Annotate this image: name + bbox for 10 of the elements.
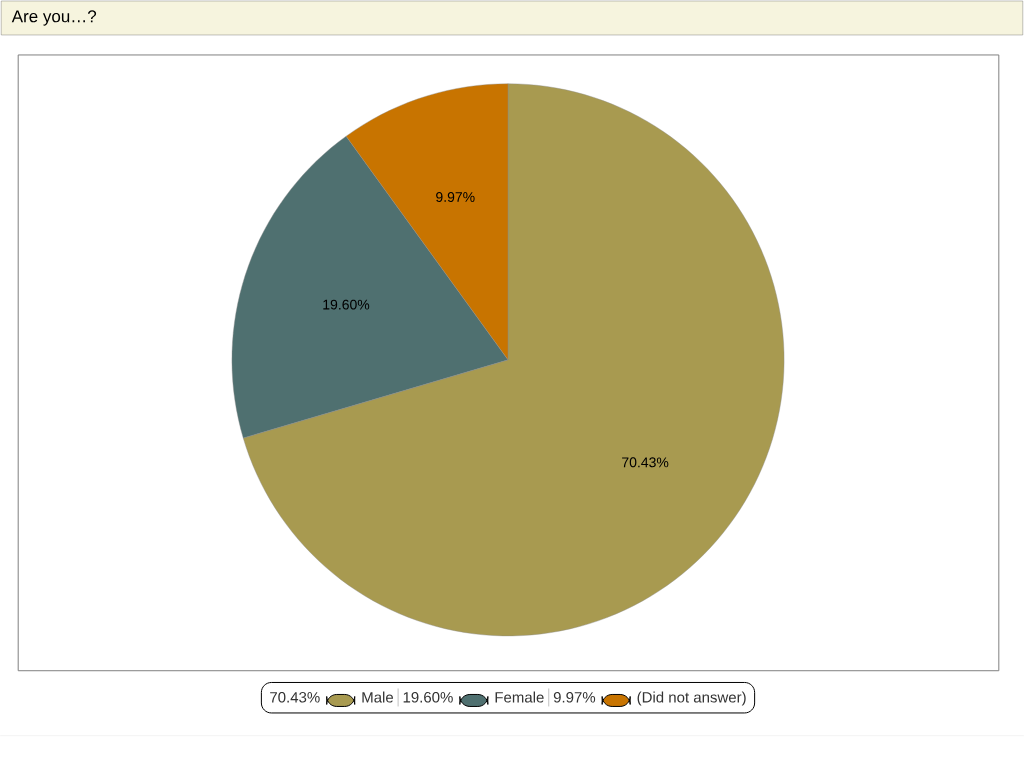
text: 70.43% <box>270 692 320 703</box>
text: 19.60% <box>403 692 453 703</box>
data-label: 19.60% <box>323 299 370 310</box>
data-label: 70.43% <box>622 457 669 468</box>
text: 9.97% <box>553 692 596 703</box>
legend-label: (Did not answer) <box>637 691 746 706</box>
data-label: 9.97% <box>436 192 475 203</box>
legend-label: Female <box>495 691 544 703</box>
text: Are you…? <box>11 10 97 26</box>
legend-label: Male <box>362 691 394 703</box>
